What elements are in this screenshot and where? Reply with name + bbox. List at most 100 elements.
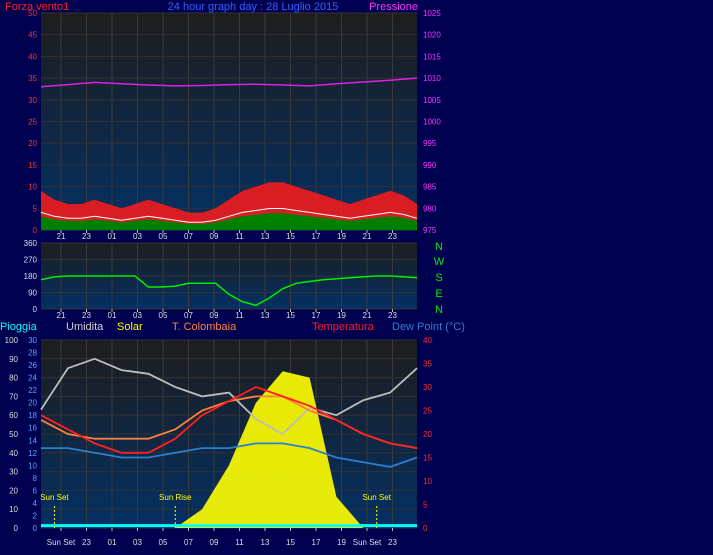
y2-tick-label: 30 [423,383,432,392]
y-tick-label: 100 [5,336,19,345]
legend-humidity: Umidita [66,321,104,333]
wind-base-fill [41,213,417,230]
legend-rain: Pioggia [0,321,38,333]
compass-letter: S [435,272,442,284]
y2-tick-label: 35 [423,360,432,369]
compass-letter: W [434,256,445,268]
y-tick-label: 18 [28,411,37,420]
sun-marker-label: Sun Rise [159,493,192,502]
legend: Pioggia Umidita Solar T. Colombaia Tempe… [0,321,465,333]
x-tick-label: 07 [184,538,193,547]
x-tick-label: 15 [286,232,295,241]
y-tick-label: 10 [28,183,37,192]
x-tick-label: 19 [337,311,346,320]
y-tick-label: 16 [28,424,37,433]
sun-marker-label: Sun Set [362,493,391,502]
y-tick-label: 30 [9,468,18,477]
x-tick-label: 17 [312,311,321,320]
wind-direction-line [40,275,418,307]
y-tick-label: 50 [28,9,37,18]
x-tick-label: 15 [286,538,295,547]
x-tick-label: 07 [184,232,193,241]
x-tick-label: 23 [388,232,397,241]
x-tick-label: Sun Set [353,538,382,547]
y-tick-label: 10 [28,461,37,470]
y-tick-label: 40 [28,52,37,61]
y-tick-label: 20 [9,486,18,495]
legend-temperature: Temperatura [312,321,375,333]
temperature-line [40,386,418,454]
solar-area [41,371,417,528]
x-tick-label: 01 [108,538,117,547]
y-tick-label: 25 [28,118,37,127]
y-tick-label: 0 [14,524,19,533]
x-tick-label: 21 [57,311,66,320]
x-tick-label: 11 [235,538,244,547]
chart-title: 24 hour graph day : 28 Luglio 2015 [168,1,339,13]
x-tick-label: 15 [286,311,295,320]
y-tick-label: 80 [9,374,18,383]
x-tick-label: 19 [337,232,346,241]
x-tick-label: 09 [210,538,219,547]
wind-average-line [40,208,418,223]
y-tick-label: 30 [28,336,37,345]
legend-dewpoint: Dew Point (°C) [392,321,465,333]
y-tick-label: 24 [28,374,37,383]
y-tick-label: 90 [28,289,37,298]
y-tick-label: 35 [28,74,37,83]
y2-tick-label: 1005 [423,96,441,105]
x-tick-label: 21 [363,311,372,320]
humidity-line [40,357,418,436]
y-tick-label: 20 [28,139,37,148]
y2-tick-label: 10 [423,477,432,486]
y-tick-label: 40 [9,449,18,458]
x-tick-label: 01 [108,311,117,320]
y-tick-label: 15 [28,161,37,170]
right-axis-title: Pressione [369,1,418,13]
x-tick-label: 07 [184,311,193,320]
y-tick-label: 14 [28,436,37,445]
x-tick-label: 03 [133,311,142,320]
y2-tick-label: 25 [423,407,432,416]
y2-tick-label: 15 [423,454,432,463]
y-tick-label: 90 [9,355,18,364]
rain-bar [41,524,417,528]
y-tick-label: 22 [28,386,37,395]
left-axis-title: Forza vento1 [5,1,69,13]
x-tick-label: 17 [312,538,321,547]
y2-tick-label: 0 [423,524,428,533]
x-tick-label: 13 [261,311,270,320]
x-tick-label: 19 [337,538,346,547]
x-tick-label: 21 [363,232,372,241]
y2-tick-label: 1025 [423,9,441,18]
x-tick-label: 05 [159,311,168,320]
y-tick-label: 45 [28,31,37,40]
x-tick-label: 01 [108,232,117,241]
y2-tick-label: 5 [423,501,428,510]
x-tick-label: 23 [388,538,397,547]
x-tick-label: 23 [82,538,91,547]
x-tick-label: 09 [210,232,219,241]
y-tick-label: 30 [28,96,37,105]
x-tick-label: 05 [159,538,168,547]
y2-tick-label: 985 [423,183,437,192]
x-tick-label: 09 [210,311,219,320]
y-tick-label: 50 [9,430,18,439]
y2-tick-label: 975 [423,226,437,235]
y2-tick-label: 1010 [423,74,441,83]
y-tick-label: 0 [33,226,38,235]
y2-tick-label: 40 [423,336,432,345]
y-tick-label: 4 [33,499,38,508]
x-tick-label: 03 [133,538,142,547]
y-tick-label: 60 [9,411,18,420]
y2-tick-label: 1015 [423,52,441,61]
x-tick-label: 13 [261,232,270,241]
y2-tick-label: 995 [423,139,437,148]
x-tick-label: 11 [235,232,244,241]
y2-tick-label: 990 [423,161,437,170]
y-tick-label: 6 [33,486,38,495]
y-tick-label: 180 [24,272,38,281]
x-tick-label: 23 [388,311,397,320]
x-tick-label: 23 [82,232,91,241]
compass-letters: N W S E N [434,241,445,316]
